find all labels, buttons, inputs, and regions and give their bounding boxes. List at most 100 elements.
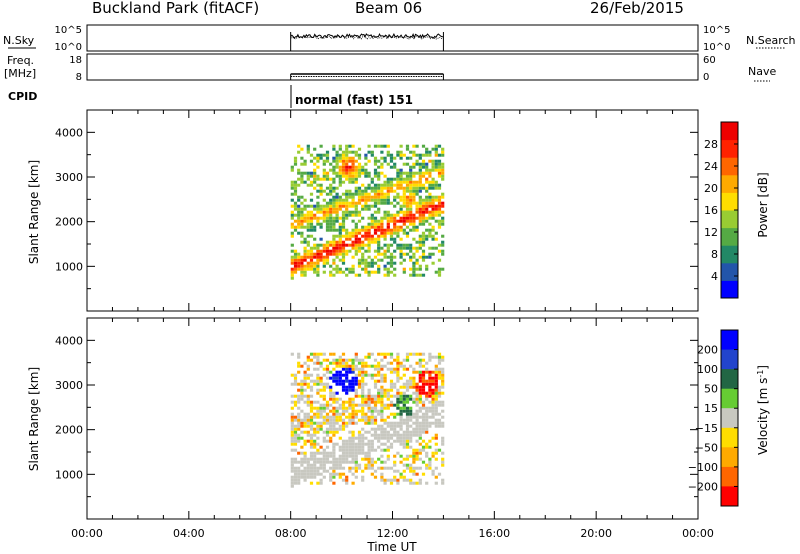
velocity-cell xyxy=(351,403,355,407)
power-cell xyxy=(412,183,416,187)
power-cell xyxy=(367,249,371,253)
velocity-cell xyxy=(383,352,387,356)
velocity-cell xyxy=(338,466,342,470)
power-cell xyxy=(421,186,426,190)
power-cell xyxy=(354,222,358,226)
velocity-cell xyxy=(309,409,314,413)
power-cell xyxy=(377,183,381,187)
power-cell xyxy=(367,222,371,226)
power-cell xyxy=(380,150,384,154)
power-cell xyxy=(402,162,406,166)
velocity-cell xyxy=(306,433,310,437)
velocity-cell xyxy=(367,352,371,356)
velocity-cell xyxy=(380,427,384,431)
y-tick-label: 1000 xyxy=(55,468,83,481)
power-cell xyxy=(380,222,384,226)
velocity-cell xyxy=(377,394,381,398)
power-cell xyxy=(399,255,403,259)
velocity-cell xyxy=(361,364,365,368)
velocity-cell xyxy=(434,370,438,374)
power-cell xyxy=(354,153,358,157)
velocity-cell xyxy=(341,367,346,371)
velocity-cell xyxy=(325,367,330,371)
velocity-cell xyxy=(325,421,330,425)
velocity-cell xyxy=(425,397,429,401)
velocity-cell xyxy=(338,436,342,440)
power-cell xyxy=(361,183,365,187)
power-cell xyxy=(316,195,320,199)
velocity-cell xyxy=(425,442,429,446)
power-cell xyxy=(361,267,365,271)
velocity-cell xyxy=(332,424,336,428)
power-cell xyxy=(380,192,384,196)
velocity-cell xyxy=(332,379,336,383)
velocity-cell xyxy=(402,418,406,422)
power-cell xyxy=(293,264,298,268)
velocity-cell xyxy=(393,478,397,482)
velocity-cell xyxy=(415,385,419,389)
velocity-cell xyxy=(329,460,333,464)
power-cell xyxy=(341,222,346,226)
velocity-cell xyxy=(332,457,336,461)
velocity-cell xyxy=(399,436,403,440)
power-cell xyxy=(338,171,342,175)
velocity-cell xyxy=(389,478,394,482)
power-cell xyxy=(306,150,310,154)
velocity-cell xyxy=(357,361,362,365)
velocity-cell xyxy=(428,406,432,410)
power-cell xyxy=(329,210,333,214)
power-cell xyxy=(431,237,435,241)
velocity-cell xyxy=(319,481,323,485)
power-cell xyxy=(418,210,422,214)
power-cell xyxy=(319,186,323,190)
velocity-cell xyxy=(405,385,410,389)
station-title: Buckland Park (fitACF) xyxy=(92,0,259,17)
velocity-cell xyxy=(354,448,358,452)
power-cell xyxy=(377,252,381,256)
velocity-cell xyxy=(329,436,333,440)
velocity-cell xyxy=(338,424,342,428)
velocity-cell xyxy=(396,388,400,392)
velocity-cell xyxy=(421,379,426,383)
power-cell xyxy=(361,255,365,259)
velocity-cell xyxy=(437,361,442,365)
velocity-cell xyxy=(345,364,349,368)
power-cell xyxy=(351,213,355,217)
velocity-cell xyxy=(434,355,438,359)
power-heatmap xyxy=(290,144,445,280)
velocity-cell xyxy=(338,364,342,368)
power-cell xyxy=(386,249,390,253)
power-colorbar-segment xyxy=(721,262,738,281)
power-cell xyxy=(425,237,429,241)
power-cell xyxy=(364,171,368,175)
velocity-cell xyxy=(297,382,301,386)
velocity-cell xyxy=(329,394,333,398)
power-cell xyxy=(293,162,298,166)
velocity-cell xyxy=(409,430,413,434)
velocity-cell xyxy=(309,451,314,455)
power-cell xyxy=(329,216,333,220)
velocity-cell xyxy=(425,445,429,449)
velocity-cell xyxy=(431,397,435,401)
power-cell xyxy=(306,216,310,220)
power-cell xyxy=(393,165,397,169)
power-cell xyxy=(361,216,365,220)
velocity-cell xyxy=(437,391,442,395)
power-cell xyxy=(354,174,358,178)
power-cell xyxy=(329,243,333,247)
power-cell xyxy=(405,210,410,214)
power-cell xyxy=(434,198,438,202)
power-cell xyxy=(300,195,304,199)
power-cell xyxy=(367,231,371,235)
power-cell xyxy=(415,192,419,196)
power-cell xyxy=(325,261,330,265)
power-cell xyxy=(348,174,352,178)
power-cell xyxy=(380,219,384,223)
power-cell xyxy=(389,270,394,274)
power-cell xyxy=(329,222,333,226)
power-cell xyxy=(396,171,400,175)
power-cell xyxy=(409,213,413,217)
velocity-cell xyxy=(364,364,368,368)
power-cell xyxy=(364,261,368,265)
power-cell xyxy=(386,189,390,193)
